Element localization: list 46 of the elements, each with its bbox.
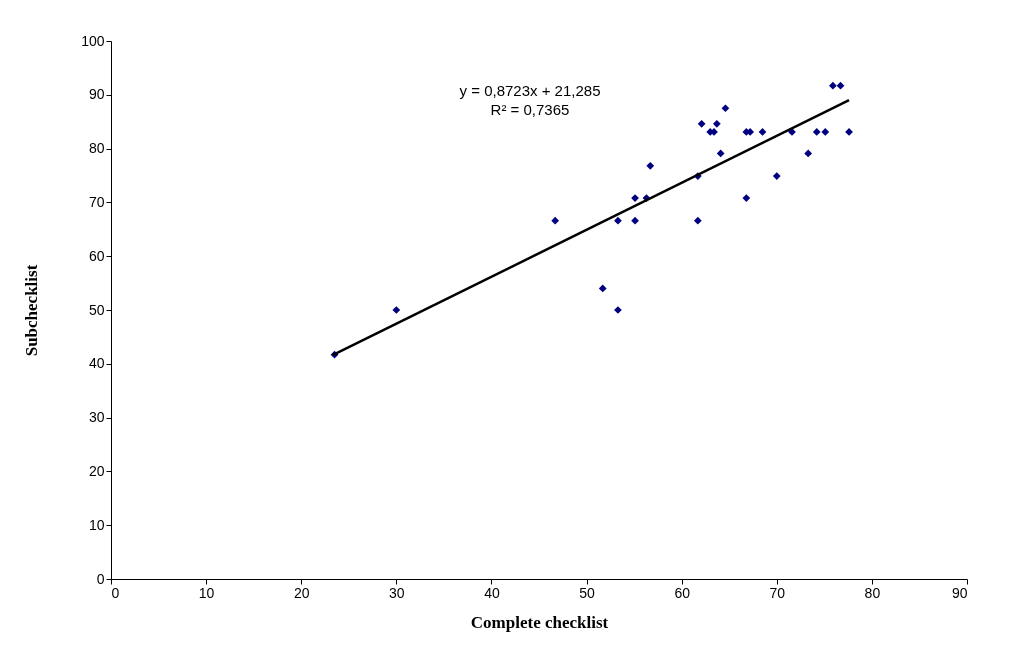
point [836, 81, 845, 90]
point [392, 306, 401, 314]
y-tick-label: 80 [88, 140, 105, 157]
point [821, 128, 830, 136]
point [804, 149, 813, 158]
y-tick-label: 70 [88, 193, 105, 210]
point [845, 128, 853, 136]
x-tick-label: 90 [951, 584, 968, 601]
x-tick-label: 70 [769, 584, 786, 601]
y-tick-label: 20 [88, 462, 105, 479]
point [693, 216, 702, 225]
point [716, 149, 725, 158]
y-tick-label: 40 [88, 355, 105, 372]
point [631, 194, 639, 202]
y-tick-label: 50 [88, 301, 105, 318]
x-tick-label: 50 [579, 584, 596, 601]
y-tick-label: 0 [96, 570, 105, 587]
point [742, 194, 751, 202]
point [772, 172, 781, 180]
point [697, 119, 706, 128]
point [598, 284, 607, 293]
point [551, 216, 560, 225]
annotation: y = 0,8723x + 21,285 [459, 82, 601, 99]
point [614, 216, 622, 225]
x-tick-label: 60 [674, 584, 691, 601]
y-tick-label: 30 [88, 409, 105, 426]
x-tick-label: 20 [293, 584, 310, 601]
point [758, 128, 767, 136]
x-tick-label: 40 [484, 584, 500, 601]
y-axis-title: Subchecklist [22, 264, 42, 357]
x-tick-label: 80 [864, 584, 881, 601]
y-tick-label: 10 [88, 516, 105, 533]
point [631, 216, 639, 225]
y-tick-label: 100 [81, 32, 105, 49]
point [812, 128, 821, 136]
y-tick-label: 60 [88, 247, 105, 264]
point [829, 81, 837, 90]
point [646, 161, 655, 170]
point [721, 104, 730, 113]
x-tick-label: 0 [111, 584, 120, 601]
x-tick-label: 30 [389, 584, 405, 601]
x-axis-title: Complete checklist [470, 612, 609, 632]
point [712, 119, 721, 128]
annotation: R² = 0,7365 [490, 101, 570, 118]
y-tick-label: 90 [88, 86, 105, 103]
x-tick-label: 10 [198, 584, 215, 601]
